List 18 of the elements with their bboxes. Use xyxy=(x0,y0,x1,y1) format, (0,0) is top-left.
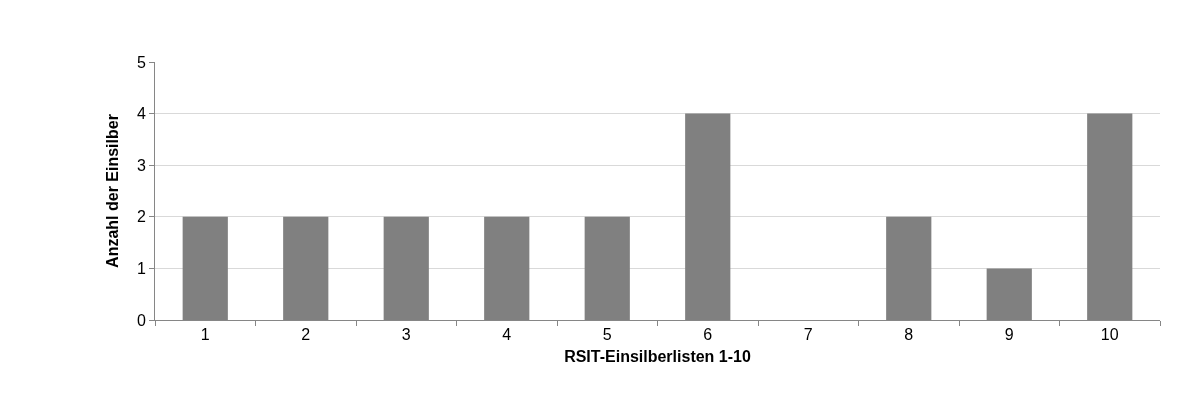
x-tick-label: 9 xyxy=(1004,326,1014,344)
x-tick-label: 3 xyxy=(401,326,411,344)
x-tick-label: 4 xyxy=(502,326,512,344)
y-tick-label: 3 xyxy=(136,156,146,174)
x-tick-label: 10 xyxy=(1100,326,1119,344)
x-tick-label: 1 xyxy=(200,326,210,344)
x-tick-label: 8 xyxy=(904,326,914,344)
x-tick-label: 7 xyxy=(803,326,813,344)
y-tick-label: 0 xyxy=(136,311,146,329)
y-tick-label: 5 xyxy=(136,53,146,71)
y-tick-label: 4 xyxy=(136,105,146,123)
y-axis-title: Anzahl der Einsilber xyxy=(103,114,121,268)
x-tick-label: 6 xyxy=(703,326,713,344)
y-tick-label: 1 xyxy=(136,260,146,277)
y-tick-label: 2 xyxy=(136,208,146,226)
x-axis-title: RSIT-Einsilberlisten 1-10 xyxy=(564,347,751,365)
x-tick-label: 5 xyxy=(602,326,612,344)
x-tick-label: 2 xyxy=(301,326,311,344)
